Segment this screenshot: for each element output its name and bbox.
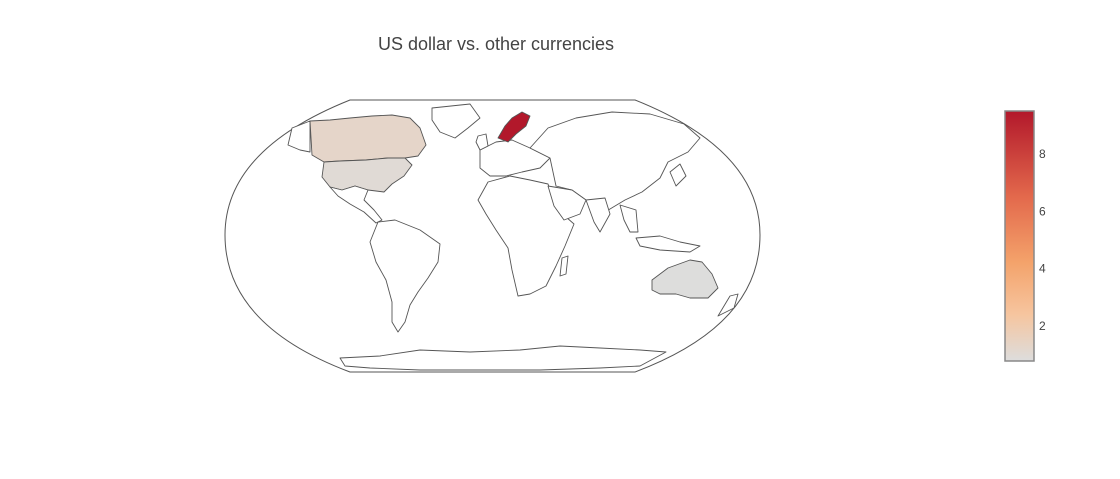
- south-america-outline: [369, 219, 441, 333]
- indonesia-outline: [635, 235, 701, 253]
- region-sweden[interactable]: [497, 111, 531, 143]
- india-outline: [585, 197, 611, 233]
- colorbar: 2 4 6 8: [1004, 110, 1046, 362]
- new-zealand-outline: [717, 293, 739, 317]
- central-america-outline: [329, 185, 383, 224]
- region-canada[interactable]: [309, 114, 427, 163]
- japan-outline: [669, 163, 687, 187]
- madagascar-outline: [559, 255, 569, 277]
- alaska-outline: [287, 120, 311, 153]
- colorbar-tick-label: 4: [1039, 262, 1046, 276]
- region-australia[interactable]: [651, 259, 719, 299]
- arabia-outline: [547, 185, 587, 221]
- colorbar-tick-label: 8: [1039, 147, 1046, 161]
- colorbar-tick-label: 2: [1039, 319, 1046, 333]
- colorbar-gradient: [1004, 110, 1035, 362]
- chart-title: US dollar vs. other currencies: [377, 34, 615, 54]
- colorbar-tick-label: 6: [1039, 204, 1046, 218]
- great-britain-outline: [475, 133, 489, 151]
- southeast-asia-outline: [619, 204, 639, 233]
- greenland-outline: [431, 103, 481, 139]
- africa-outline: [477, 175, 575, 297]
- antarctica-outline: [339, 345, 667, 371]
